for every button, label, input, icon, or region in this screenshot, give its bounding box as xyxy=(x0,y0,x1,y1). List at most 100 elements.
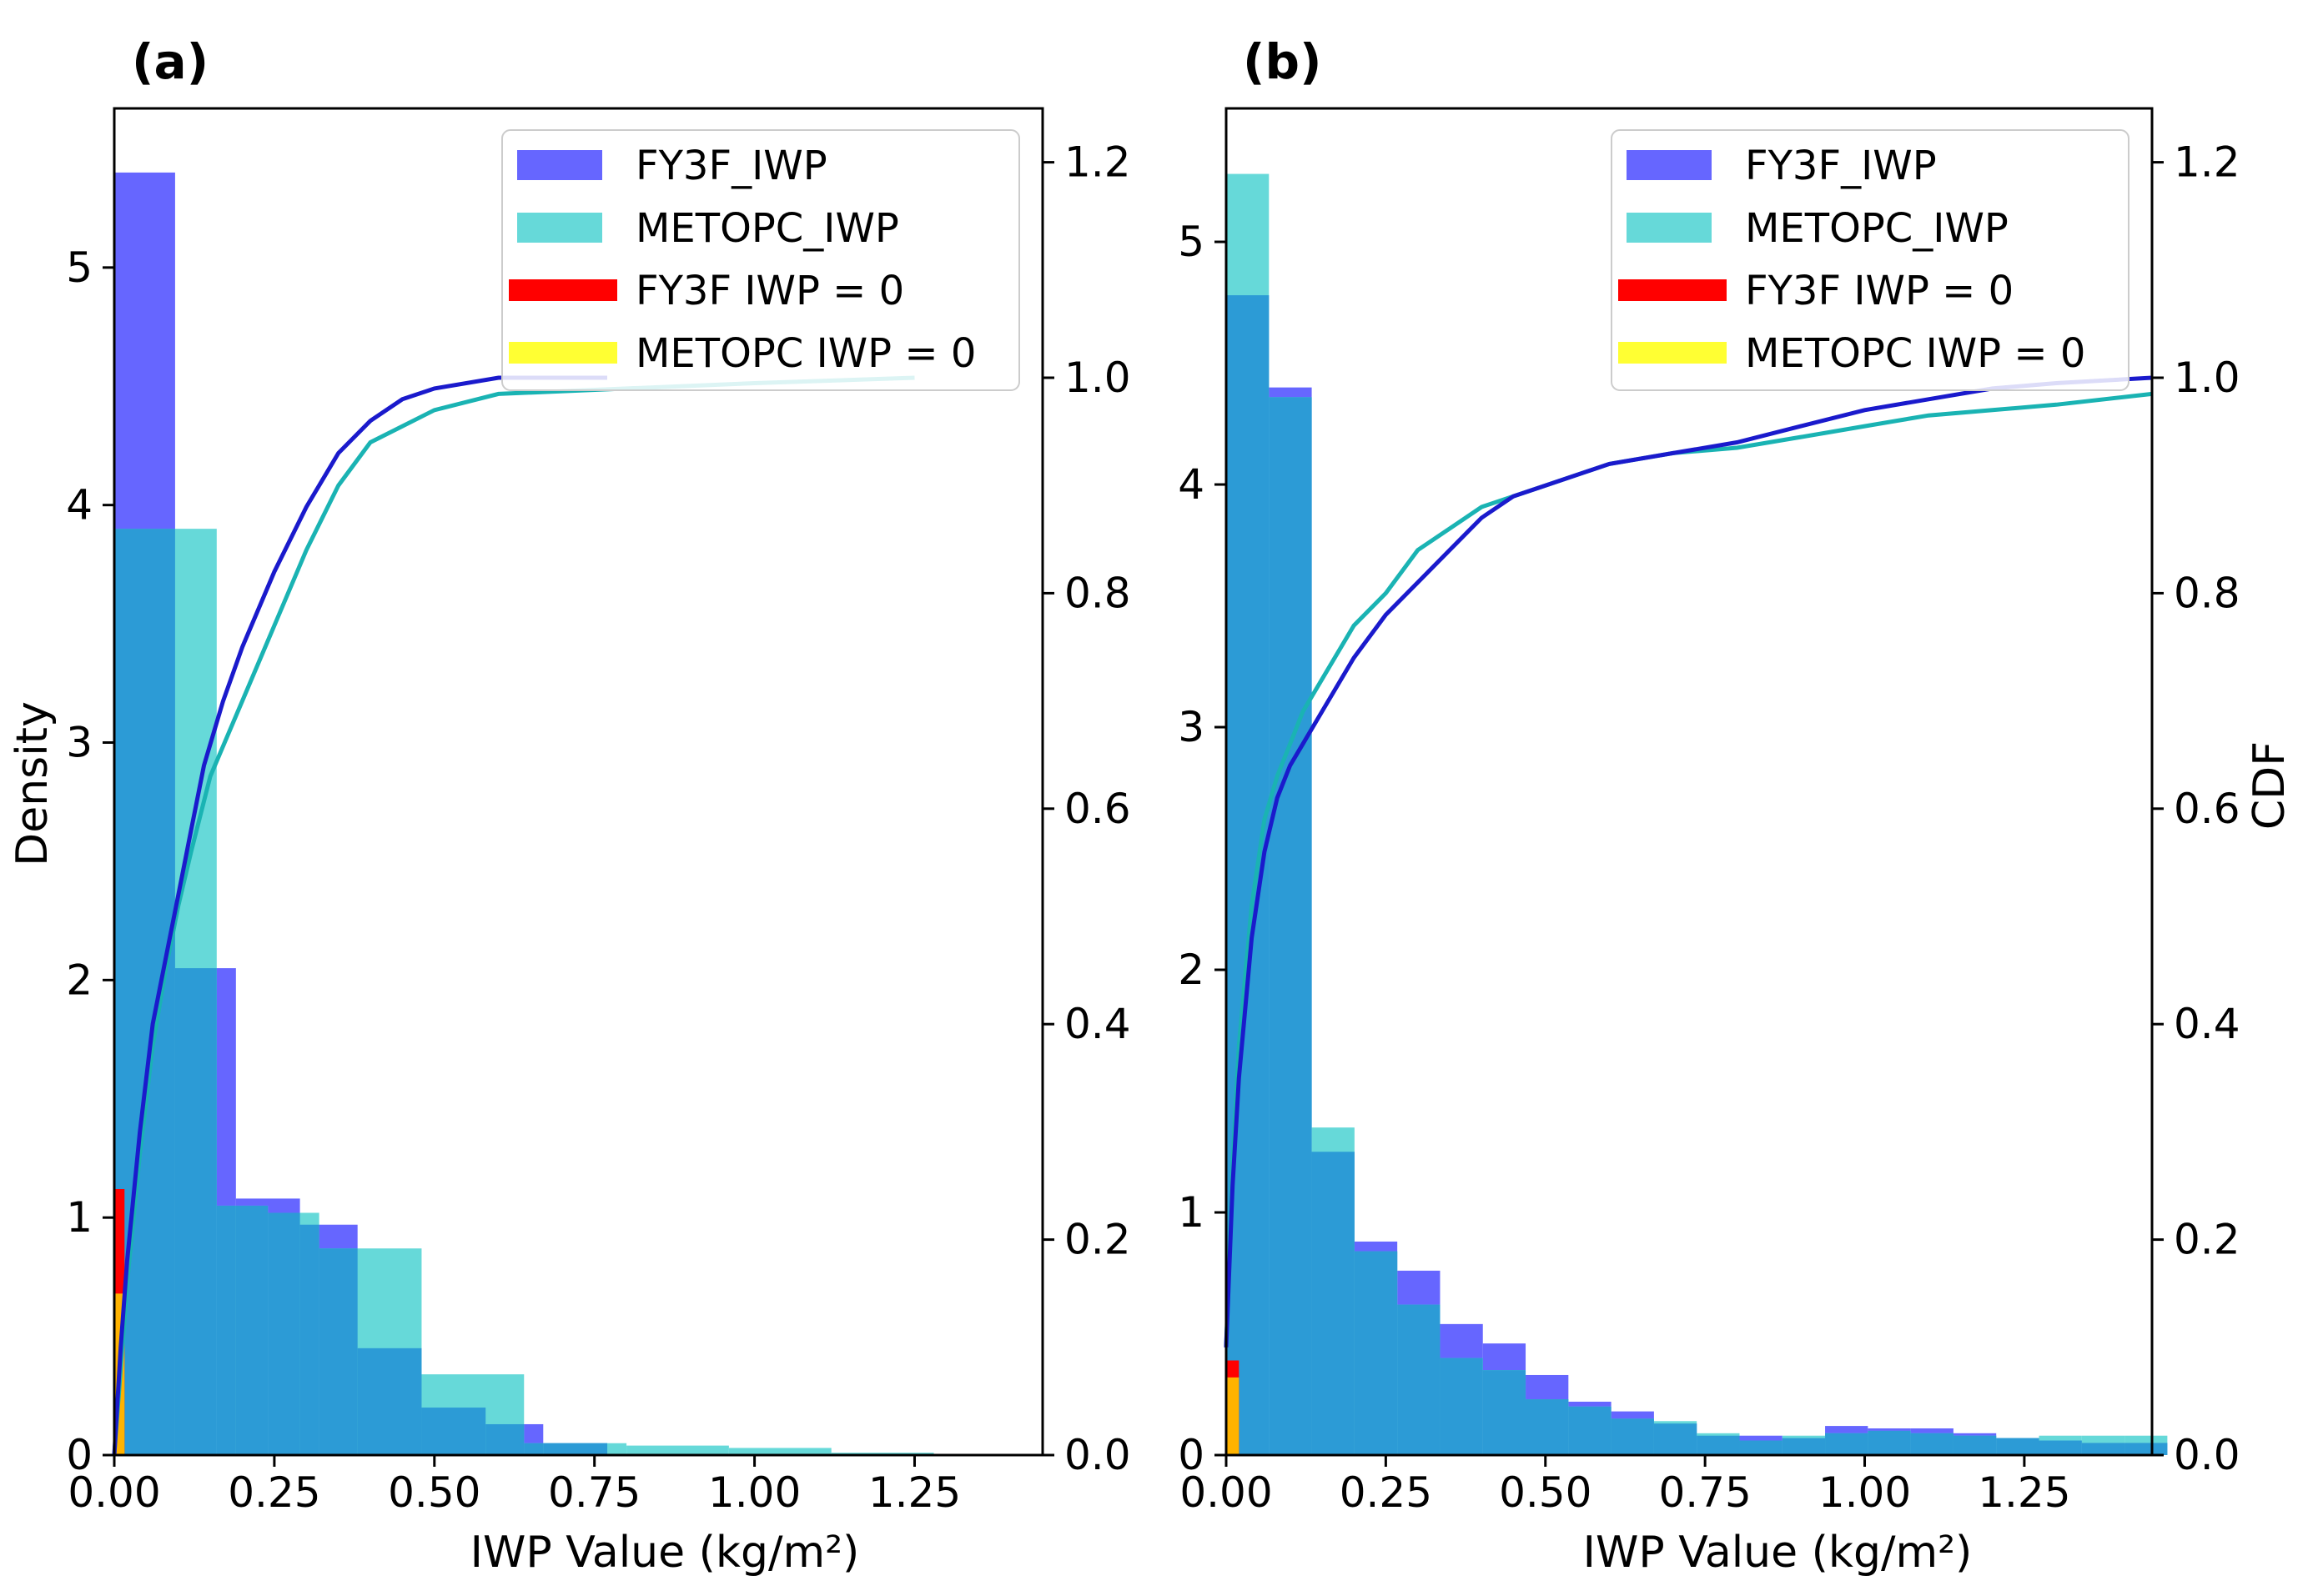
overlap-bar-5 xyxy=(1440,1358,1483,1455)
overlap-bar-9 xyxy=(485,1423,525,1455)
y2-tick-label-3: 0.6 xyxy=(1064,785,1131,833)
legend-label-2: FY3F IWP = 0 xyxy=(1745,268,2014,314)
x-tick-label-2: 0.50 xyxy=(388,1468,480,1517)
legend-swatch-2 xyxy=(1618,279,1727,301)
panel-label-a: (a) xyxy=(132,33,209,90)
overlap-bar-2 xyxy=(216,1205,236,1455)
panel-label-b: (b) xyxy=(1243,33,1322,90)
y-tick-label-2: 2 xyxy=(1178,946,1204,994)
legend-label-1: METOPC_IWP xyxy=(636,205,899,252)
y2-axis-title-b: CDF xyxy=(2245,741,2295,830)
legend-swatch-0 xyxy=(517,150,602,180)
overlap-bar-6 xyxy=(319,1248,358,1455)
y2-tick-label-2: 0.4 xyxy=(1064,1000,1131,1048)
overlap-bar-17 xyxy=(1953,1435,1997,1455)
fy3f-cdf-line xyxy=(1224,375,2153,1348)
overlap-bar-7 xyxy=(1526,1399,1569,1455)
overlap-bar-4 xyxy=(1397,1304,1441,1455)
x-tick-label-3: 0.75 xyxy=(1658,1468,1751,1517)
plot-area-b: 0.00 0.25 0.50 0.75 1.00 1.25 0 1 2 3 4 5 0.0 0.2 0.4 0… xyxy=(1178,107,2240,1517)
y-tick-label-1: 1 xyxy=(1178,1188,1204,1237)
overlap-bar-8 xyxy=(1568,1406,1612,1455)
y-tick-label-3: 3 xyxy=(66,719,93,767)
y2-tick-label-3: 0.6 xyxy=(2174,785,2240,833)
overlap-bar-21 xyxy=(2124,1443,2168,1455)
overlap-bar-16 xyxy=(1910,1433,1953,1455)
legend-label-3: METOPC IWP = 0 xyxy=(636,330,976,377)
overlap-bar-11 xyxy=(543,1443,608,1455)
legend-label-0: FY3F_IWP xyxy=(636,143,827,189)
x-tick-label-1: 0.25 xyxy=(1340,1468,1432,1517)
legend-box xyxy=(501,129,1020,391)
fy3f-cdf-line xyxy=(112,375,607,1456)
overlap-bar-5 xyxy=(299,1224,319,1455)
overlap-bar-9 xyxy=(1611,1418,1654,1455)
metopc-cdf-line xyxy=(1224,391,2153,1348)
metopc-zero-bar xyxy=(1226,1377,1239,1455)
y-tick-label-3: 3 xyxy=(1178,703,1204,751)
y-tick-label-1: 1 xyxy=(66,1193,93,1242)
x-axis-title-b: IWP Value (kg/m²) xyxy=(1583,1528,1973,1578)
y2-tick-label-0: 0.0 xyxy=(1064,1431,1131,1479)
overlap-bar-4 xyxy=(268,1212,300,1455)
y2-tick-label-1: 0.2 xyxy=(2174,1216,2240,1264)
y-axis-title-a: Density xyxy=(8,701,58,866)
plot-area-a: 0.00 0.25 0.50 0.75 1.00 1.25 0 1 2 3 4 5 0.0 0.2 0.4 0… xyxy=(66,107,1131,1517)
x-tick-label-2: 0.50 xyxy=(1499,1468,1591,1517)
plot-frame xyxy=(113,107,1044,1457)
x-axis-title-a: IWP Value (kg/m²) xyxy=(470,1528,860,1578)
y2-tick-label-2: 0.4 xyxy=(2174,1000,2240,1048)
y-tick-label-5: 5 xyxy=(1178,218,1204,266)
overlap-bar-20 xyxy=(2081,1443,2125,1455)
overlap-bar-3 xyxy=(1354,1251,1398,1455)
x-tick-label-0: 0.00 xyxy=(68,1468,160,1517)
overlap-bar-11 xyxy=(1697,1435,1740,1455)
overlap-bar-3 xyxy=(235,1205,269,1455)
x-tick-label-4: 1.00 xyxy=(1818,1468,1911,1517)
overlap-bar-2 xyxy=(1311,1152,1355,1455)
y2-tick-label-1: 0.2 xyxy=(1064,1216,1131,1264)
x-tick-label-4: 1.00 xyxy=(708,1468,801,1517)
legend-box xyxy=(1611,129,2129,391)
y-tick-label-0: 0 xyxy=(66,1431,93,1479)
legend-label-0: FY3F_IWP xyxy=(1745,143,1937,189)
overlap-bar-13 xyxy=(1782,1438,1826,1455)
legend-label-2: FY3F IWP = 0 xyxy=(636,268,904,314)
x-tick-label-5: 1.25 xyxy=(1978,1468,2070,1517)
y-tick-label-5: 5 xyxy=(66,243,93,292)
legend-swatch-3 xyxy=(509,342,617,364)
legend-b: FY3F_IWP METOPC_IWP FY3F IWP = 0 METOPC IWP… xyxy=(1611,129,2129,391)
x-tick-label-0: 0.00 xyxy=(1179,1468,1272,1517)
y-tick-label-4: 4 xyxy=(1178,460,1204,509)
overlap-bar-14 xyxy=(1825,1433,1868,1455)
legend-label-3: METOPC IWP = 0 xyxy=(1745,330,2085,377)
y-tick-label-0: 0 xyxy=(1178,1431,1204,1479)
y-tick-label-2: 2 xyxy=(66,956,93,1004)
overlap-bar-12 xyxy=(1739,1440,1783,1455)
metopc-cdf-line xyxy=(112,375,915,1456)
legend-label-1: METOPC_IWP xyxy=(1745,205,2009,252)
y2-tick-label-0: 0.0 xyxy=(2174,1431,2240,1479)
legend-swatch-0 xyxy=(1627,150,1712,180)
overlap-bar-19 xyxy=(2039,1440,2082,1455)
panel-b: (b) 0.00 0.25 0.50 0.75 1.00 1.25 0 1 2 3 4 5 0.0 0.2… xyxy=(1178,33,2295,1578)
x-tick-label-1: 0.25 xyxy=(228,1468,320,1517)
y2-tick-label-5: 1.0 xyxy=(2174,354,2240,402)
y2-tick-label-6: 1.2 xyxy=(1064,138,1131,187)
legend-swatch-1 xyxy=(517,213,602,243)
legend-swatch-2 xyxy=(509,279,617,301)
overlap-bar-10 xyxy=(1653,1423,1697,1455)
overlap-bar-1 xyxy=(1269,397,1312,1455)
legend-a: FY3F_IWP METOPC_IWP FY3F IWP = 0 METOPC IWP… xyxy=(501,129,1020,391)
overlap-bar-6 xyxy=(1482,1370,1526,1455)
legend-swatch-1 xyxy=(1627,213,1712,243)
overlap-bar-7 xyxy=(357,1348,422,1455)
metopc-hist-bar-7 xyxy=(728,1448,832,1455)
legend-swatch-3 xyxy=(1618,342,1727,364)
overlap-bar-8 xyxy=(421,1408,486,1455)
overlap-bar-1 xyxy=(174,968,217,1455)
y-tick-label-4: 4 xyxy=(66,481,93,529)
y2-tick-label-4: 0.8 xyxy=(2174,569,2240,617)
x-tick-label-5: 1.25 xyxy=(868,1468,961,1517)
